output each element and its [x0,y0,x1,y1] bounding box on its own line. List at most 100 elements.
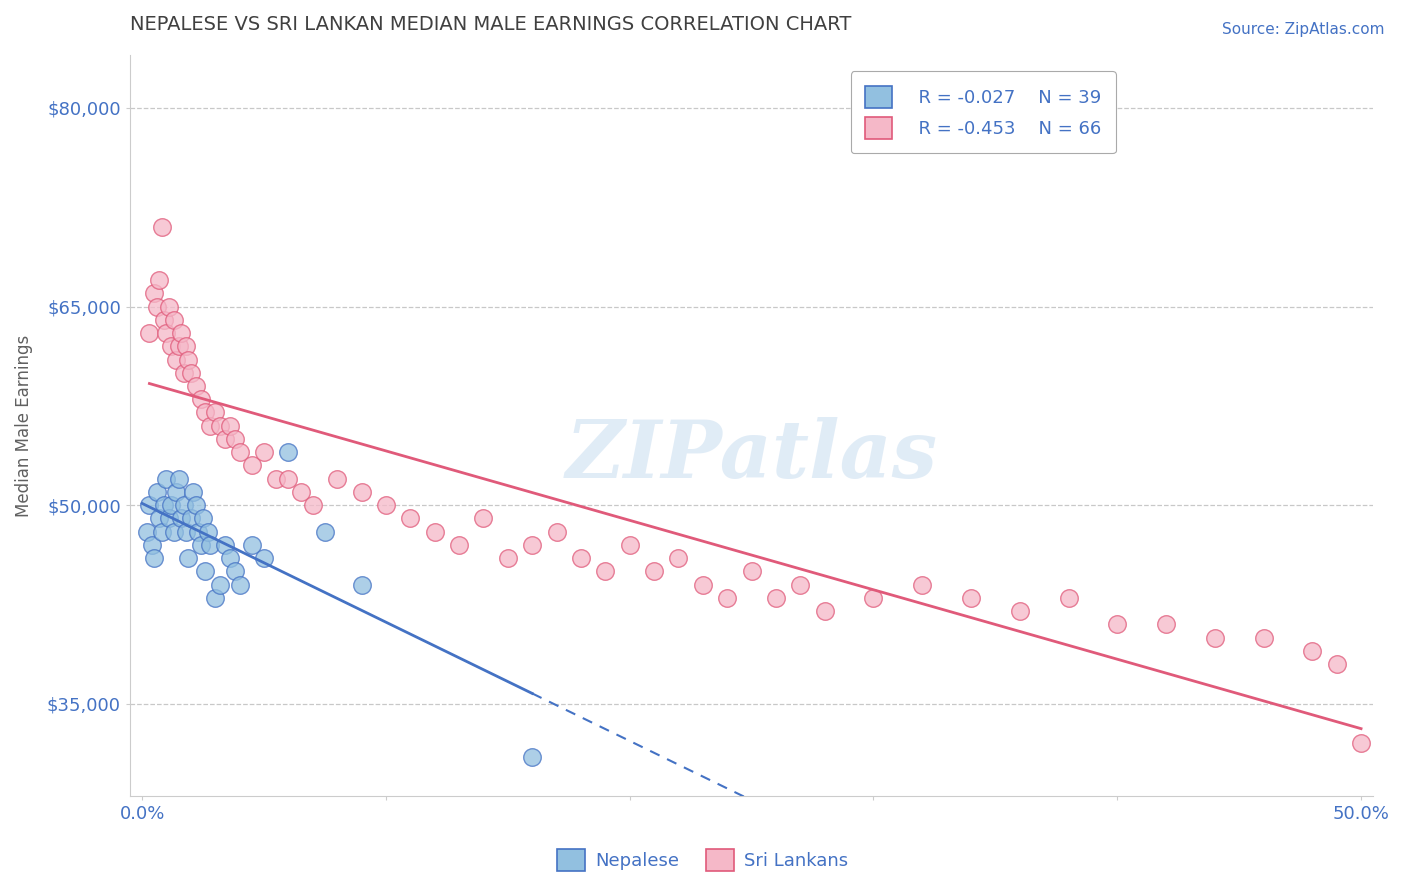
Point [1008,604,1031,618]
Point [214,538,236,552]
Point [190,538,212,552]
Point [1253,631,1275,645]
Point [187,524,209,539]
Point [143,551,166,566]
Legend: Nepalese, Sri Lankans: Nepalese, Sri Lankans [550,842,856,879]
Point [174,524,197,539]
Point [209,418,232,433]
Point [138,326,160,340]
Point [184,498,207,512]
Point [350,484,373,499]
Point [240,538,263,552]
Point [165,352,187,367]
Point [1350,737,1372,751]
Point [170,326,193,340]
Point [141,538,163,552]
Point [143,286,166,301]
Point [277,472,299,486]
Point [228,445,250,459]
Point [204,591,226,605]
Point [163,313,186,327]
Point [160,498,183,512]
Point [155,326,177,340]
Point [209,577,232,591]
Point [173,498,195,512]
Point [1204,631,1226,645]
Point [173,366,195,380]
Point [145,484,167,499]
Point [145,300,167,314]
Point [350,577,373,591]
Point [148,511,170,525]
Point [200,418,222,433]
Point [520,749,543,764]
Point [191,511,214,525]
Point [399,511,422,525]
Point [496,551,519,566]
Text: ZIPatlas: ZIPatlas [565,417,938,494]
Point [177,551,200,566]
Point [569,551,592,566]
Point [692,577,714,591]
Point [520,538,543,552]
Point [167,472,190,486]
Point [194,405,217,419]
Point [789,577,811,591]
Point [546,524,568,539]
Text: NEPALESE VS SRI LANKAN MEDIAN MALE EARNINGS CORRELATION CHART: NEPALESE VS SRI LANKAN MEDIAN MALE EARNI… [129,15,851,34]
Legend:   R = -0.027    N = 39,   R = -0.453    N = 66: R = -0.027 N = 39, R = -0.453 N = 66 [851,71,1115,153]
Point [218,418,240,433]
Point [264,472,287,486]
Point [814,604,837,618]
Point [153,313,176,327]
Point [1326,657,1348,671]
Point [214,432,236,446]
Point [153,498,176,512]
Point [301,498,323,512]
Point [253,551,276,566]
Point [224,432,246,446]
Point [643,565,665,579]
Point [619,538,641,552]
Point [204,405,226,419]
Point [167,339,190,353]
Point [314,524,336,539]
Point [150,220,173,235]
Point [138,498,160,512]
Point [326,472,349,486]
Point [184,379,207,393]
Point [163,524,186,539]
Point [741,565,763,579]
Point [200,538,222,552]
Point [1301,644,1323,658]
Point [218,551,240,566]
Point [157,511,180,525]
Point [253,445,276,459]
Point [160,339,183,353]
Point [240,458,263,473]
Point [290,484,312,499]
Point [595,565,617,579]
Point [224,565,246,579]
Point [148,273,170,287]
Point [194,565,217,579]
Point [765,591,787,605]
Point [157,300,180,314]
Point [716,591,738,605]
Point [181,484,204,499]
Point [136,524,159,539]
Point [180,366,202,380]
Point [447,538,470,552]
Point [228,577,250,591]
Point [170,511,193,525]
Point [423,524,446,539]
Text: Source: ZipAtlas.com: Source: ZipAtlas.com [1222,22,1385,37]
Point [177,352,200,367]
Point [155,472,177,486]
Point [150,524,173,539]
Point [190,392,212,407]
Point [174,339,197,353]
Point [960,591,983,605]
Point [180,511,202,525]
Y-axis label: Median Male Earnings: Median Male Earnings [15,334,32,516]
